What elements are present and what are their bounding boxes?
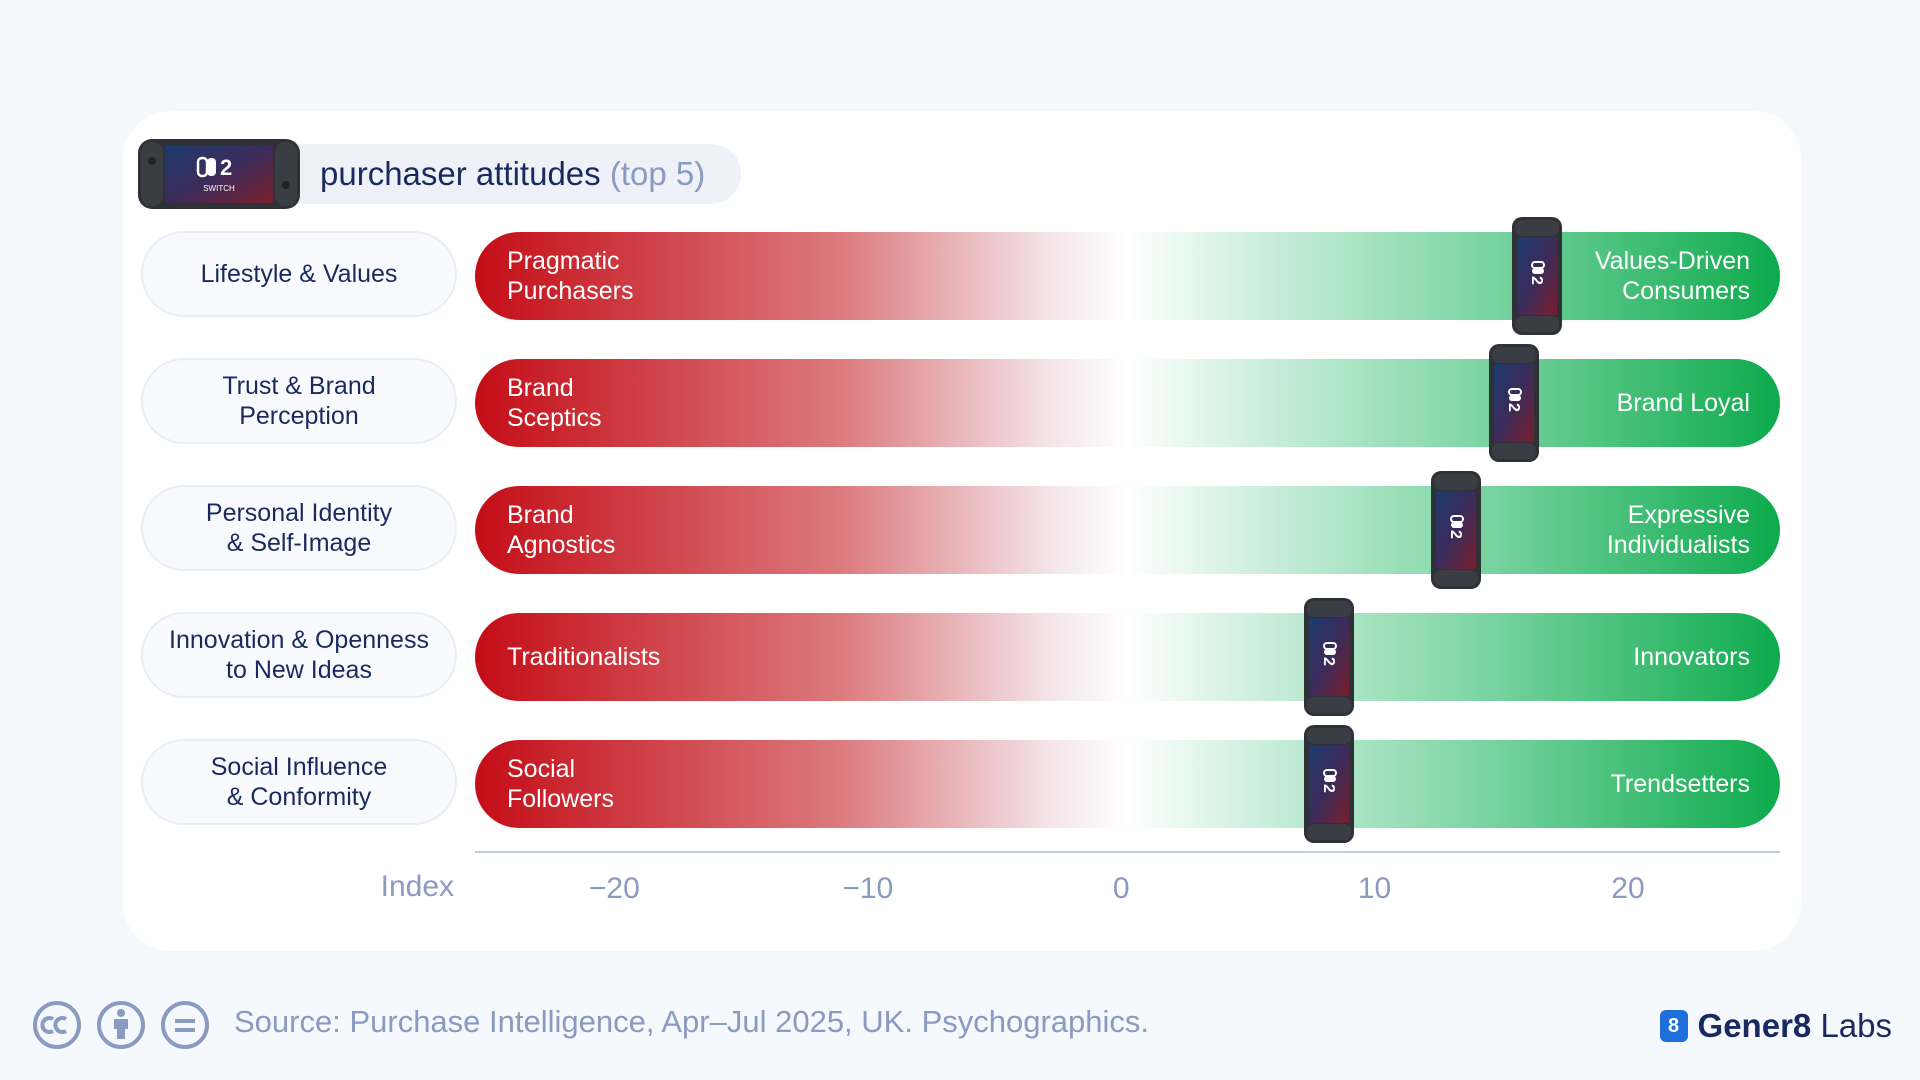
- brand-name: Gener8 Labs: [1698, 1007, 1892, 1045]
- attitude-bar: Brand Sceptics Brand Loyal: [475, 359, 1780, 447]
- right-pole-label: Brand Loyal: [1616, 389, 1750, 417]
- left-pole-label: Traditionalists: [507, 643, 661, 671]
- svg-text:2: 2: [1320, 657, 1337, 666]
- right-pole-label: Expressive Individualists: [1606, 501, 1750, 559]
- source-note: Source: Purchase Intelligence, Apr–Jul 2…: [234, 1004, 1150, 1039]
- attribution-icon: [97, 1001, 145, 1049]
- left-pole-label: Pragmatic Purchasers: [507, 247, 634, 305]
- x-tick-label: −20: [588, 872, 640, 905]
- category-label: Innovation & Openness to New Ideas: [141, 612, 457, 698]
- x-tick-label: 0: [1112, 872, 1130, 905]
- right-pole-label: Innovators: [1633, 643, 1750, 671]
- nintendo-switch-2-icon: 2 SWITCH: [138, 139, 300, 209]
- index-marker-icon: 2: [1488, 344, 1539, 462]
- index-marker-icon: 2: [1511, 217, 1562, 335]
- attitude-bar: Pragmatic Purchasers Values-Driven Consum…: [475, 232, 1780, 320]
- gener8-badge-icon: 8: [1659, 1010, 1688, 1042]
- x-tick-label: 10: [1357, 872, 1392, 905]
- svg-text:2: 2: [1528, 276, 1545, 285]
- left-pole-label: Brand Agnostics: [507, 501, 616, 559]
- left-pole-label: Brand Sceptics: [507, 374, 602, 432]
- svg-text:2: 2: [1320, 784, 1337, 793]
- attitude-bar: Brand Agnostics Expressive Individualists: [475, 486, 1780, 574]
- brand-bold: Gener8: [1697, 1007, 1812, 1044]
- right-pole-label: Trendsetters: [1610, 770, 1750, 798]
- logo-caption: SWITCH: [203, 184, 235, 193]
- svg-text:2: 2: [1505, 403, 1522, 412]
- category-label: Trust & Brand Perception: [141, 358, 457, 444]
- category-label: Lifestyle & Values: [141, 231, 457, 317]
- attitude-bar: Social Followers Trendsetters: [475, 740, 1780, 828]
- category-label: Personal Identity & Self-Image: [141, 485, 457, 571]
- no-derivatives-icon: [161, 1001, 209, 1049]
- right-pole-label: Values-Driven Consumers: [1594, 247, 1750, 305]
- index-marker-icon: 2: [1303, 725, 1354, 843]
- svg-text:2: 2: [1447, 530, 1464, 539]
- category-label: Social Influence & Conformity: [141, 739, 457, 825]
- chart-title: purchaser attitudes (top 5): [320, 150, 705, 198]
- brand-logo: 8 Gener8 Labs: [1659, 1007, 1892, 1045]
- chart-subtitle: (top 5): [609, 155, 706, 192]
- x-tick-label: 20: [1611, 872, 1645, 905]
- x-axis-line: [475, 851, 1780, 853]
- left-pole-label: Social Followers: [507, 755, 614, 813]
- cc-icon: [33, 1001, 81, 1049]
- attitude-bar: Traditionalists Innovators: [475, 613, 1780, 701]
- index-marker-icon: 2: [1303, 598, 1354, 716]
- index-marker-icon: 2: [1430, 471, 1481, 589]
- logo-text: 2: [220, 155, 232, 180]
- chart-title-main: purchaser attitudes: [320, 155, 601, 192]
- x-tick-label: −10: [842, 872, 894, 905]
- x-axis-title: Index: [380, 870, 454, 903]
- brand-light: Labs: [1820, 1007, 1892, 1044]
